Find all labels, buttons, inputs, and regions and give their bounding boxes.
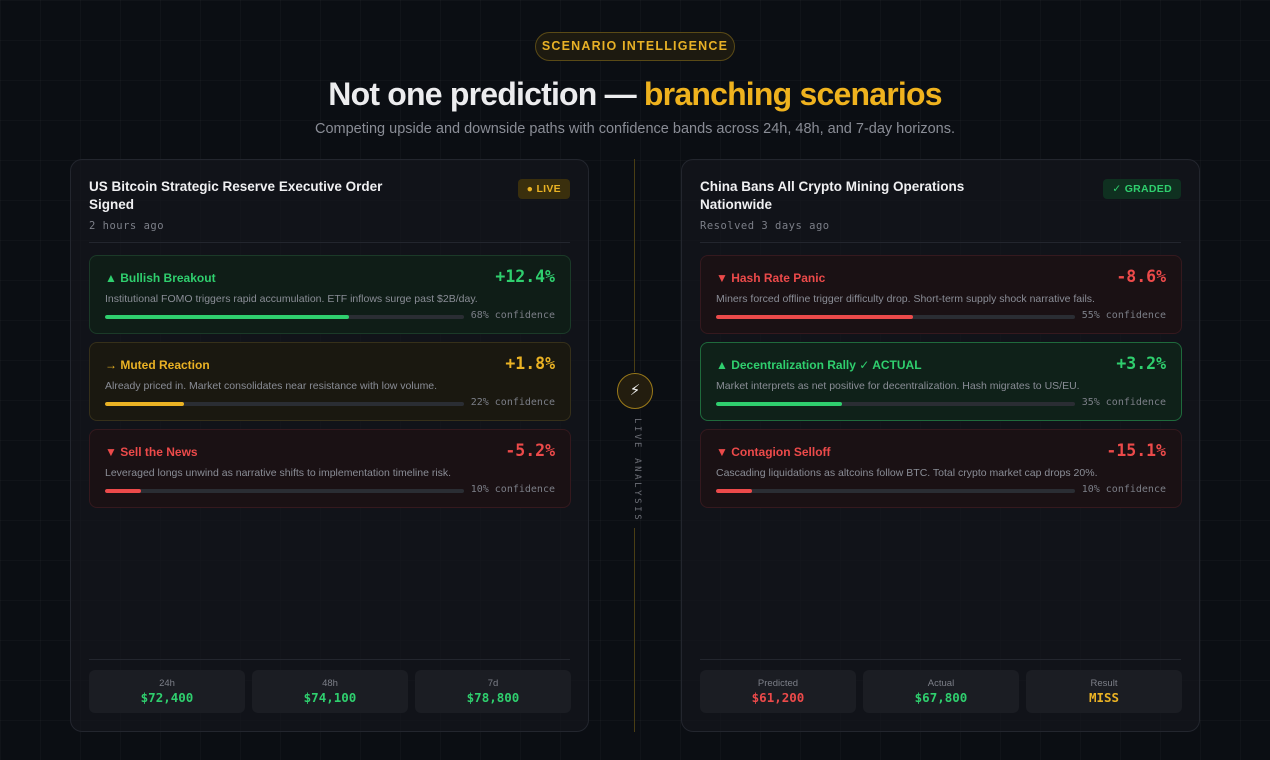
confidence-text: 55% confidence (1081, 310, 1166, 321)
footer-divider (700, 659, 1181, 660)
scenario-card-muted-reaction[interactable]: → Muted Reaction +1.8% Already priced in… (89, 342, 571, 421)
stat-value: $67,800 (914, 690, 968, 705)
stat-value: $72,400 (140, 690, 194, 705)
scenario-description: Institutional FOMO triggers rapid accumu… (105, 293, 478, 305)
page-subtitle: Competing upside and downside paths with… (314, 121, 956, 137)
scenario-change-value: -15.1% (1106, 441, 1166, 460)
event-title: China Bans All Crypto Mining Operations … (700, 179, 965, 212)
timeline-spine-bottom (634, 528, 635, 732)
confidence-bar (716, 315, 1075, 319)
confidence-bar (716, 402, 1075, 406)
event-timestamp: Resolved 3 days ago (700, 220, 830, 232)
confidence-bar (105, 402, 464, 406)
page-title-main: Not one prediction — (328, 76, 644, 112)
scenario-label: → Muted Reaction (105, 358, 210, 372)
scenario-description: Market interprets as net positive for de… (716, 380, 1080, 392)
scenario-description: Leveraged longs unwind as narrative shif… (105, 467, 452, 479)
scenario-label: ▼ Hash Rate Panic (716, 271, 826, 285)
live-status-badge: ● LIVE (517, 179, 570, 199)
scenario-change-value: +12.4% (495, 267, 555, 286)
card-divider (700, 242, 1181, 243)
confidence-bar-fill (105, 315, 350, 319)
event-title: US Bitcoin Strategic Reserve Executive O… (89, 179, 383, 212)
result-stat-result: Result MISS (1026, 670, 1182, 713)
confidence-text: 22% confidence (470, 397, 555, 408)
graded-status-badge: ✓ GRADED (1103, 179, 1181, 199)
lightning-icon: ⚡ (617, 373, 653, 409)
confidence-text: 68% confidence (470, 310, 555, 321)
section-eyebrow-badge: SCENARIO INTELLIGENCE (535, 32, 735, 61)
scenario-card-sell-the-news[interactable]: ▼ Sell the News -5.2% Leveraged longs un… (89, 429, 571, 508)
scenario-card-hash-rate-panic[interactable]: ▼ Hash Rate Panic -8.6% Miners forced of… (700, 255, 1182, 334)
scenario-description: Already priced in. Market consolidates n… (105, 380, 438, 392)
stat-value: $74,100 (303, 690, 357, 705)
scenario-label: ▼ Sell the News (105, 445, 198, 459)
scenario-description: Cascading liquidations as altcoins follo… (716, 467, 1098, 479)
event-card-bitcoin-reserve[interactable]: US Bitcoin Strategic Reserve Executive O… (70, 159, 589, 732)
scenario-label: ▲ Decentralization Rally ✓ ACTUAL (716, 358, 922, 372)
stat-label: 24h (159, 678, 175, 689)
event-timestamp: 2 hours ago (89, 220, 165, 232)
scenario-description: Miners forced offline trigger difficulty… (716, 293, 1095, 305)
scenario-change-value: -5.2% (505, 441, 555, 460)
stat-label: 48h (322, 678, 338, 689)
timeline-spine-top (634, 159, 635, 372)
scenario-card-decentralization-rally[interactable]: ▲ Decentralization Rally ✓ ACTUAL +3.2% … (700, 342, 1182, 421)
page-title-accent: branching scenarios (643, 76, 943, 112)
scenario-change-value: +3.2% (1116, 354, 1166, 373)
scenario-label: ▲ Bullish Breakout (105, 271, 216, 285)
card-divider (89, 242, 570, 243)
page-title: Not one prediction — branching scenarios (0, 76, 1270, 113)
scenario-card-bullish-breakout[interactable]: ▲ Bullish Breakout +12.4% Institutional … (89, 255, 571, 334)
confidence-bar-fill (716, 315, 914, 319)
stat-label: Actual (927, 678, 955, 689)
confidence-bar-fill (105, 402, 184, 406)
live-analysis-label: LIVE ANALYSIS (632, 418, 642, 523)
scenario-card-contagion-selloff[interactable]: ▼ Contagion Selloff -15.1% Cascading liq… (700, 429, 1182, 508)
scenario-label: ▼ Contagion Selloff (716, 445, 831, 459)
stat-value: $61,200 (751, 690, 805, 705)
stat-label: Result (1090, 678, 1118, 689)
confidence-bar (716, 489, 1075, 493)
result-stat-actual: Actual $67,800 (863, 670, 1019, 713)
confidence-text: 35% confidence (1081, 397, 1166, 408)
result-stat-predicted: Predicted $61,200 (700, 670, 856, 713)
horizon-stat-7d: 7d $78,800 (415, 670, 571, 713)
confidence-bar-fill (105, 489, 141, 493)
footer-divider (89, 659, 570, 660)
horizon-stat-24h: 24h $72,400 (89, 670, 245, 713)
scenario-change-value: +1.8% (505, 354, 555, 373)
confidence-text: 10% confidence (470, 484, 555, 495)
stat-value: MISS (1088, 690, 1120, 705)
confidence-text: 10% confidence (1081, 484, 1166, 495)
scenario-change-value: -8.6% (1116, 267, 1166, 286)
confidence-bar-fill (716, 489, 752, 493)
event-card-china-mining-ban[interactable]: China Bans All Crypto Mining Operations … (681, 159, 1200, 732)
horizon-stat-48h: 48h $74,100 (252, 670, 408, 713)
confidence-bar (105, 315, 464, 319)
stat-label: 7d (487, 678, 499, 689)
stat-value: $78,800 (466, 690, 520, 705)
stat-label: Predicted (757, 678, 799, 689)
confidence-bar-fill (716, 402, 842, 406)
confidence-bar (105, 489, 464, 493)
